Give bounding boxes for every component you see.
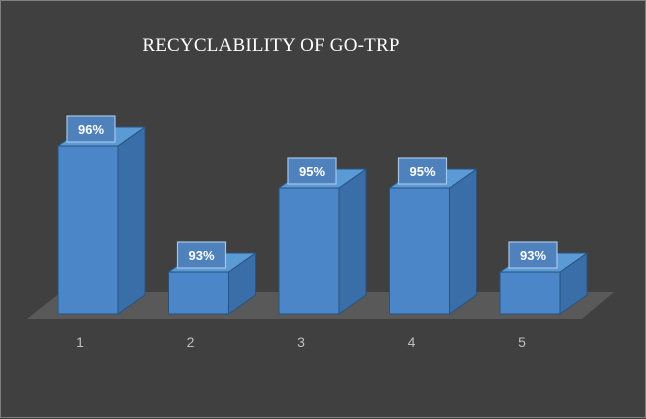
- bar-front-face: [278, 187, 340, 315]
- x-tick-label: 3: [297, 334, 305, 350]
- bar-side-face: [449, 168, 477, 315]
- bar-side-face: [117, 126, 146, 315]
- data-label-1: 96%: [66, 115, 116, 143]
- bar-4: [387, 168, 479, 315]
- bar-front-face: [57, 145, 119, 315]
- data-label-box: [508, 241, 558, 269]
- bar-front-face: [389, 187, 450, 315]
- data-label-box: [287, 157, 337, 185]
- data-label-2: 93%: [176, 241, 227, 269]
- x-tick-label: 5: [518, 334, 526, 350]
- data-label-value: 93%: [188, 248, 214, 263]
- data-label-3: 95%: [287, 157, 337, 185]
- bar-1: [56, 126, 147, 315]
- chart-title: RECYCLABILITY OF GO-TRP: [142, 35, 400, 56]
- data-label-value: 95%: [409, 164, 435, 179]
- data-label-box: [397, 157, 448, 185]
- data-label-value: 96%: [78, 122, 104, 137]
- bar-3: [277, 168, 368, 315]
- x-tick-label: 4: [408, 334, 416, 350]
- data-label-5: 93%: [508, 241, 558, 269]
- bar-side-face: [338, 168, 367, 315]
- x-tick-label: 1: [76, 334, 84, 350]
- bar-front-face: [168, 271, 229, 315]
- bar-front-face: [499, 271, 561, 315]
- data-label-box: [66, 115, 116, 143]
- data-label-4: 95%: [397, 157, 448, 185]
- data-label-box: [176, 241, 227, 269]
- x-tick-label: 2: [187, 334, 195, 350]
- data-label-value: 93%: [520, 248, 546, 263]
- data-label-value: 95%: [299, 164, 325, 179]
